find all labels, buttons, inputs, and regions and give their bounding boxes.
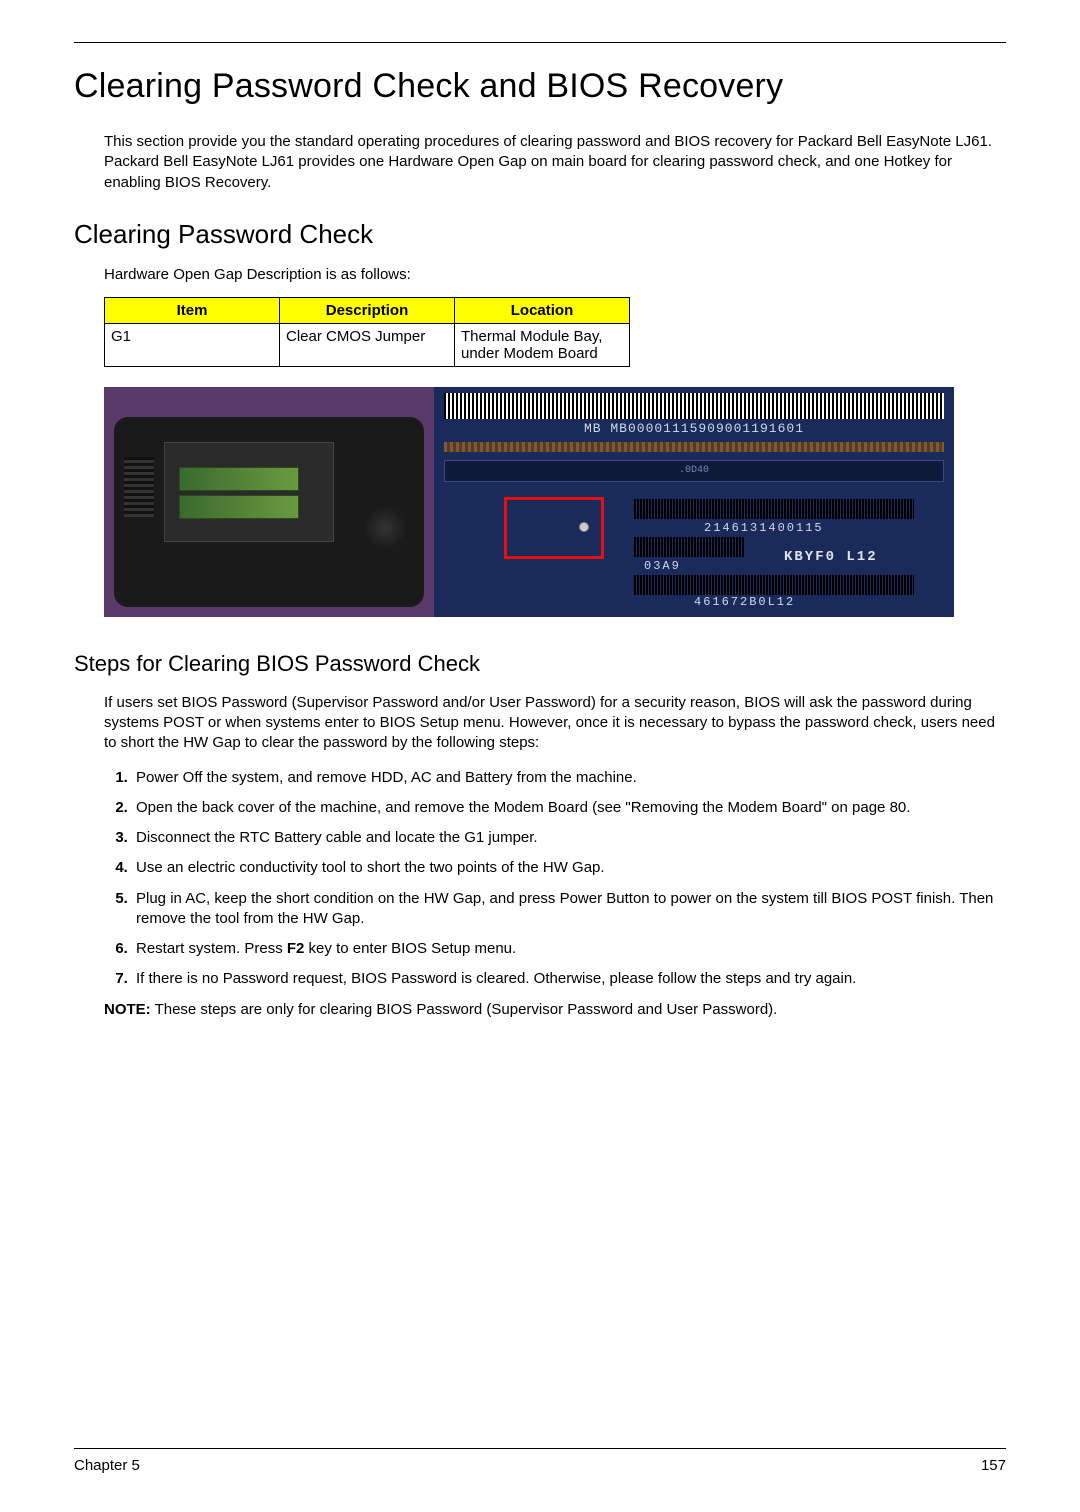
step-7: If there is no Password request, BIOS Pa… xyxy=(132,969,1006,989)
label-code-2: 03A9 xyxy=(644,559,681,573)
section-heading-steps: Steps for Clearing BIOS Password Check xyxy=(74,651,1006,677)
section-heading-clearing: Clearing Password Check xyxy=(74,219,1006,250)
section1-lead: Hardware Open Gap Description is as foll… xyxy=(104,266,1006,283)
th-location: Location xyxy=(455,297,630,323)
mainboard-label-photo: MB MB00001115909001191601 .0D40 21461314… xyxy=(434,387,954,617)
page-title: Clearing Password Check and BIOS Recover… xyxy=(74,67,1006,106)
step-4: Use an electric conductivity tool to sho… xyxy=(132,858,1006,878)
footer-page-number: 157 xyxy=(981,1457,1006,1474)
label-code-3: KBYF0 L12 xyxy=(784,549,878,565)
steps-list: Power Off the system, and remove HDD, AC… xyxy=(104,768,1006,990)
red-highlight-box xyxy=(504,497,604,559)
top-rule xyxy=(74,42,1006,43)
step-1: Power Off the system, and remove HDD, AC… xyxy=(132,768,1006,788)
td-item: G1 xyxy=(105,323,280,366)
step-2: Open the back cover of the machine, and … xyxy=(132,798,1006,818)
figure-row: MB MB00001115909001191601 .0D40 21461314… xyxy=(104,387,1006,617)
label-code-4: 461672B0L12 xyxy=(694,595,795,609)
table-row: G1 Clear CMOS Jumper Thermal Module Bay,… xyxy=(105,323,630,366)
th-description: Description xyxy=(280,297,455,323)
label-code-1: 2146131400115 xyxy=(704,521,824,535)
footer-chapter: Chapter 5 xyxy=(74,1457,140,1474)
step-3: Disconnect the RTC Battery cable and loc… xyxy=(132,828,1006,848)
intro-paragraph: This section provide you the standard op… xyxy=(104,132,1006,193)
hw-gap-table: Item Description Location G1 Clear CMOS … xyxy=(104,297,630,367)
td-location: Thermal Module Bay, under Modem Board xyxy=(455,323,630,366)
note-line: NOTE: These steps are only for clearing … xyxy=(104,1000,1006,1020)
chip-strip: .0D40 xyxy=(444,460,944,482)
step-5: Plug in AC, keep the short condition on … xyxy=(132,889,1006,930)
td-description: Clear CMOS Jumper xyxy=(280,323,455,366)
page-footer: Chapter 5 157 xyxy=(74,1448,1006,1474)
section2-body: If users set BIOS Password (Supervisor P… xyxy=(104,693,1006,754)
table-header-row: Item Description Location xyxy=(105,297,630,323)
laptop-underside-photo xyxy=(104,387,434,617)
mb-serial-line: MB MB00001115909001191601 xyxy=(434,421,954,436)
step-6: Restart system. Press F2 key to enter BI… xyxy=(132,939,1006,959)
th-item: Item xyxy=(105,297,280,323)
